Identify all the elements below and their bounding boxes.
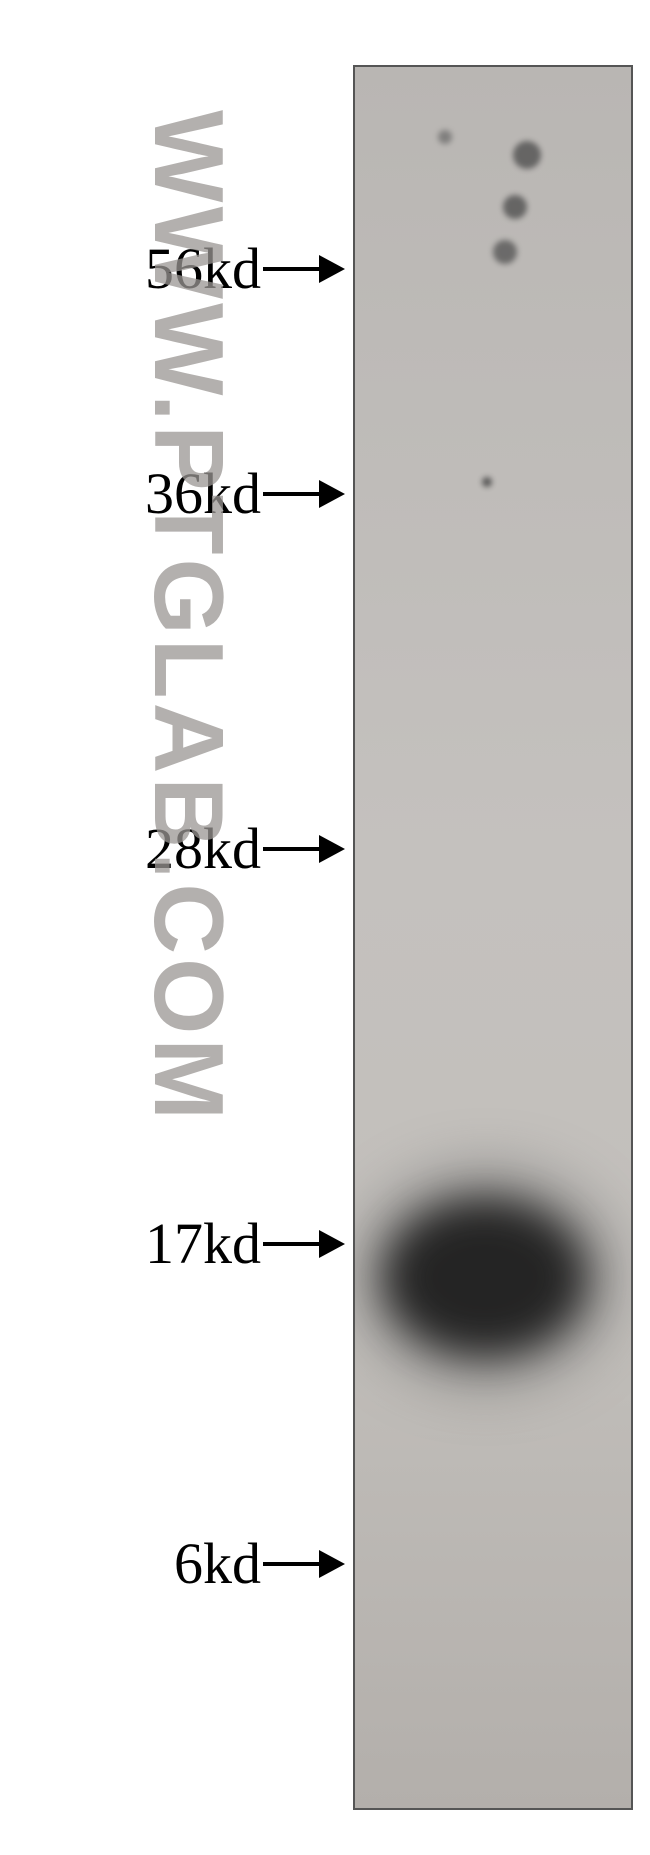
artifact-spot [438, 130, 452, 144]
mw-marker: 6kd [174, 1530, 345, 1597]
mw-marker: 56kd [145, 235, 345, 302]
mw-marker-label: 17kd [145, 1210, 261, 1277]
mw-marker-label: 6kd [174, 1530, 261, 1597]
main-band-17kd [385, 1200, 585, 1355]
arrow-icon [263, 1550, 345, 1578]
blot-background [355, 67, 631, 1808]
mw-marker: 17kd [145, 1210, 345, 1277]
arrow-icon [263, 480, 345, 508]
mw-marker-label: 28kd [145, 815, 261, 882]
arrow-icon [263, 255, 345, 283]
artifact-spot [513, 141, 541, 169]
mw-marker: 36kd [145, 460, 345, 527]
mw-marker: 28kd [145, 815, 345, 882]
blot-lane [353, 65, 633, 1810]
artifact-spot [482, 477, 492, 487]
artifact-spot [493, 240, 517, 264]
mw-marker-label: 36kd [145, 460, 261, 527]
arrow-icon [263, 835, 345, 863]
arrow-icon [263, 1230, 345, 1258]
artifact-spot [503, 195, 527, 219]
mw-marker-label: 56kd [145, 235, 261, 302]
western-blot-figure: 56kd36kd28kd17kd6kd WWW.PTGLAB.COM [0, 0, 650, 1855]
